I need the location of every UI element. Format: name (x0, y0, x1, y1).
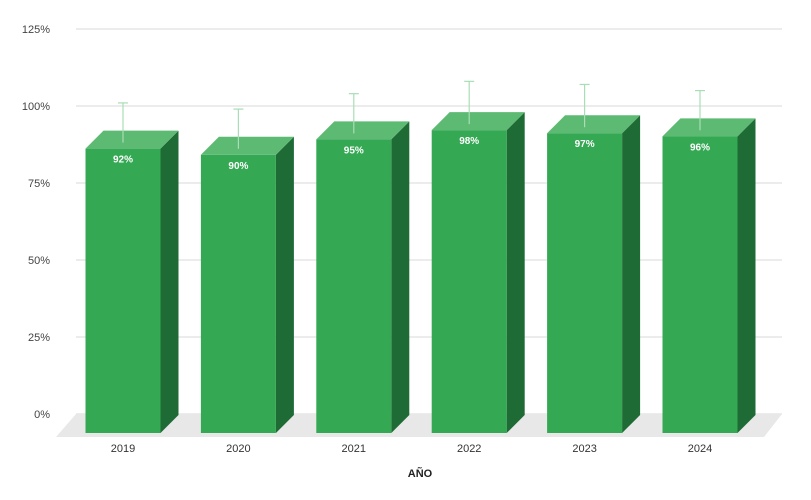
x-axis-ticks: 2019 2020 2021 2022 2023 2024 (111, 443, 712, 455)
data-label: 97% (575, 139, 595, 150)
bar-top-face (431, 112, 525, 131)
y-tick-label: 0% (34, 409, 50, 421)
y-tick-label: 50% (28, 255, 50, 267)
bar-side-face (622, 115, 641, 434)
data-label: 95% (344, 145, 364, 156)
error-bar (464, 80, 475, 125)
x-tick-label: 2021 (342, 443, 366, 455)
bar-2023: 97% (547, 83, 641, 434)
x-tick-label: 2023 (572, 443, 596, 455)
bar-front-face (316, 139, 392, 433)
x-tick-label: 2019 (111, 443, 135, 455)
bar-side-face (275, 136, 294, 434)
bar-front-face (431, 130, 507, 433)
y-tick-label: 25% (28, 332, 50, 344)
data-label: 90% (228, 161, 248, 172)
bar-top-face (200, 136, 294, 155)
data-label: 96% (690, 142, 710, 153)
data-label: 98% (459, 136, 479, 147)
bar-2020: 90% (200, 108, 294, 434)
bar-top-face (85, 130, 179, 149)
bar-side-face (506, 112, 525, 433)
data-label: 92% (113, 155, 133, 166)
bar-side-face (391, 121, 410, 434)
error-bar (579, 83, 590, 128)
x-tick-label: 2022 (457, 443, 481, 455)
y-tick-label: 75% (28, 178, 50, 190)
y-tick-label: 125% (22, 24, 50, 36)
y-axis-ticks: 0% 25% 50% 75% 100% 125% (22, 24, 50, 421)
bars: 92% 90% 95% 98% 97% 96% (85, 80, 756, 434)
x-tick-label: 2020 (226, 443, 250, 455)
bar-front-face (547, 133, 623, 434)
bar-side-face (160, 130, 179, 433)
bar-2021: 95% (316, 93, 410, 434)
bar-front-face (662, 136, 738, 433)
bar-top-face (662, 118, 756, 137)
bar-2024: 96% (662, 89, 756, 433)
error-bar (118, 102, 128, 143)
bar-side-face (737, 118, 756, 433)
bar-top-face (316, 121, 410, 140)
x-tick-label: 2024 (688, 443, 712, 455)
bar-front-face (200, 154, 276, 434)
bar-2022: 98% (431, 80, 525, 433)
error-bar (695, 89, 705, 131)
bar-2019: 92% (85, 102, 179, 433)
bar-top-face (547, 115, 641, 134)
error-bar (233, 108, 244, 149)
x-axis-label: AÑO (408, 467, 433, 480)
y-tick-label: 100% (22, 101, 50, 113)
error-bar (348, 93, 359, 134)
bar-front-face (85, 148, 161, 433)
